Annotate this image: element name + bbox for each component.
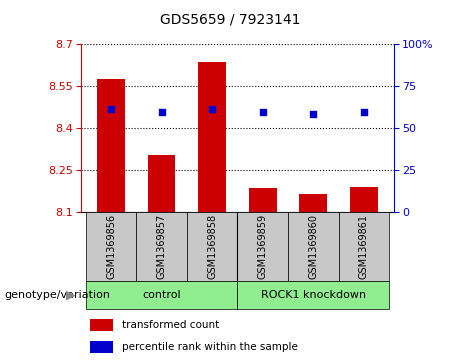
Bar xyxy=(198,62,226,212)
Text: control: control xyxy=(142,290,181,300)
Text: GSM1369856: GSM1369856 xyxy=(106,214,116,280)
Bar xyxy=(97,79,125,212)
FancyBboxPatch shape xyxy=(288,212,338,281)
Point xyxy=(107,106,115,112)
Text: GSM1369858: GSM1369858 xyxy=(207,214,217,280)
FancyBboxPatch shape xyxy=(237,281,389,309)
Point xyxy=(310,111,317,117)
Bar xyxy=(148,155,176,212)
Text: ROCK1 knockdown: ROCK1 knockdown xyxy=(260,290,366,300)
Text: GSM1369861: GSM1369861 xyxy=(359,214,369,280)
Bar xyxy=(350,187,378,212)
Text: GDS5659 / 7923141: GDS5659 / 7923141 xyxy=(160,13,301,27)
FancyBboxPatch shape xyxy=(237,212,288,281)
Text: transformed count: transformed count xyxy=(122,320,219,330)
Text: percentile rank within the sample: percentile rank within the sample xyxy=(122,342,298,352)
Point xyxy=(360,110,367,115)
Text: GSM1369857: GSM1369857 xyxy=(157,214,166,280)
Bar xyxy=(90,319,112,331)
Text: ▶: ▶ xyxy=(66,289,76,301)
Bar xyxy=(299,194,327,212)
Point xyxy=(259,110,266,115)
Text: GSM1369860: GSM1369860 xyxy=(308,214,318,280)
Bar xyxy=(249,188,277,212)
FancyBboxPatch shape xyxy=(338,212,389,281)
Text: GSM1369859: GSM1369859 xyxy=(258,214,268,280)
Text: genotype/variation: genotype/variation xyxy=(5,290,111,300)
FancyBboxPatch shape xyxy=(187,212,237,281)
FancyBboxPatch shape xyxy=(136,212,187,281)
Point xyxy=(158,110,165,115)
FancyBboxPatch shape xyxy=(86,281,237,309)
Bar xyxy=(90,340,112,353)
FancyBboxPatch shape xyxy=(86,212,136,281)
Point xyxy=(208,106,216,112)
